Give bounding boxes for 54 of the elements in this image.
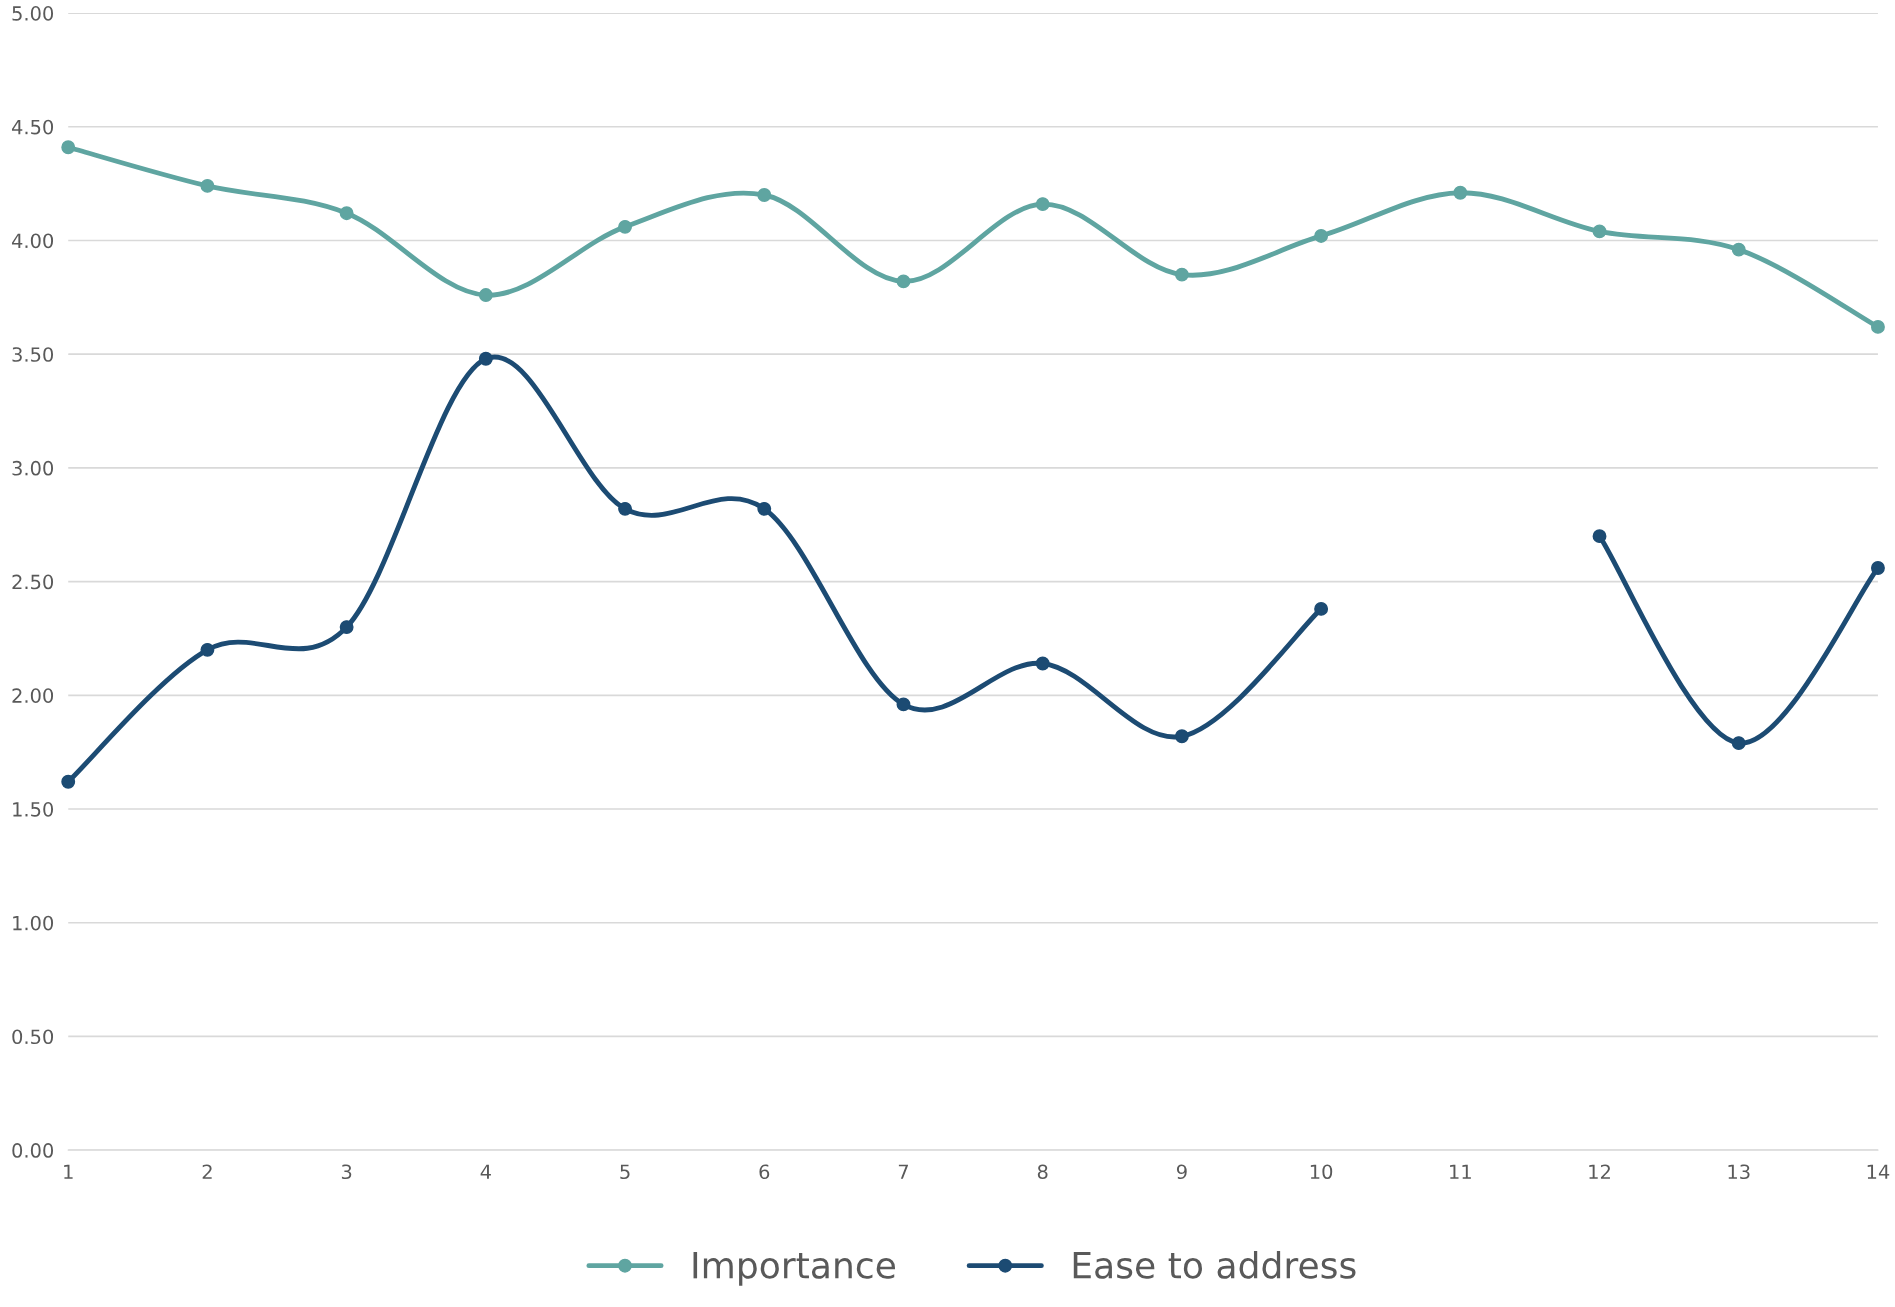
x-tick-label: 7: [898, 1164, 908, 1179]
x-tick-label: 8: [1037, 1164, 1048, 1180]
point: [896, 697, 911, 712]
point: [1870, 561, 1885, 575]
x-tick-label: 1: [64, 1164, 73, 1179]
point: [339, 206, 354, 221]
x-tick-label: 14: [1867, 1164, 1890, 1179]
y-tick-label: 3.50: [12, 347, 54, 362]
y-tick-label: 1.50: [13, 801, 54, 817]
x-tick-label: 4: [480, 1164, 491, 1179]
point: [478, 351, 493, 366]
point: [1035, 656, 1050, 671]
point: [61, 774, 76, 789]
point: [757, 501, 772, 516]
x-tick-label: 5: [620, 1164, 630, 1180]
y-tick-label: 2.50: [12, 574, 54, 590]
x-tick-label: 13: [1728, 1164, 1750, 1180]
point: [1174, 267, 1189, 282]
point: [757, 188, 772, 202]
point: [1731, 242, 1746, 257]
x-tick-label: 9: [1176, 1164, 1187, 1180]
x-tick-label: 12: [1589, 1164, 1610, 1179]
point: [1314, 601, 1329, 616]
point: [200, 178, 215, 193]
y-tick-label: 1.00: [13, 915, 54, 931]
point: [1453, 185, 1468, 200]
point: [1314, 228, 1329, 243]
y-tick-label: 4.00: [11, 233, 54, 249]
y-tick-label: 5.00: [12, 6, 54, 21]
y-tick-label: 2.00: [12, 688, 54, 703]
point: [618, 501, 633, 516]
legend-label: Importance: [693, 1252, 895, 1286]
y-tick-label: 4.50: [11, 119, 54, 135]
x-tick-label: 2: [202, 1164, 212, 1179]
point: [61, 140, 76, 155]
y-tick-label: 0.50: [12, 1029, 54, 1045]
point: [200, 642, 215, 657]
point: [339, 620, 354, 635]
point: [1035, 197, 1050, 212]
y-tick-label: 3.00: [12, 460, 54, 476]
point: [1592, 224, 1607, 239]
point: [1731, 736, 1746, 751]
x-tick-label: 6: [759, 1164, 770, 1180]
point: [1592, 529, 1607, 544]
x-tick-label: 3: [341, 1164, 352, 1180]
point: [618, 219, 633, 234]
y-tick-label: 0.00: [12, 1143, 54, 1158]
point: [478, 288, 493, 303]
point: [1870, 319, 1885, 334]
x-tick-label: 11: [1450, 1164, 1471, 1179]
x-tick-label: 10: [1310, 1164, 1333, 1180]
point: [1174, 729, 1189, 744]
point: [896, 274, 911, 289]
legend-label: Ease to address: [1073, 1250, 1356, 1279]
